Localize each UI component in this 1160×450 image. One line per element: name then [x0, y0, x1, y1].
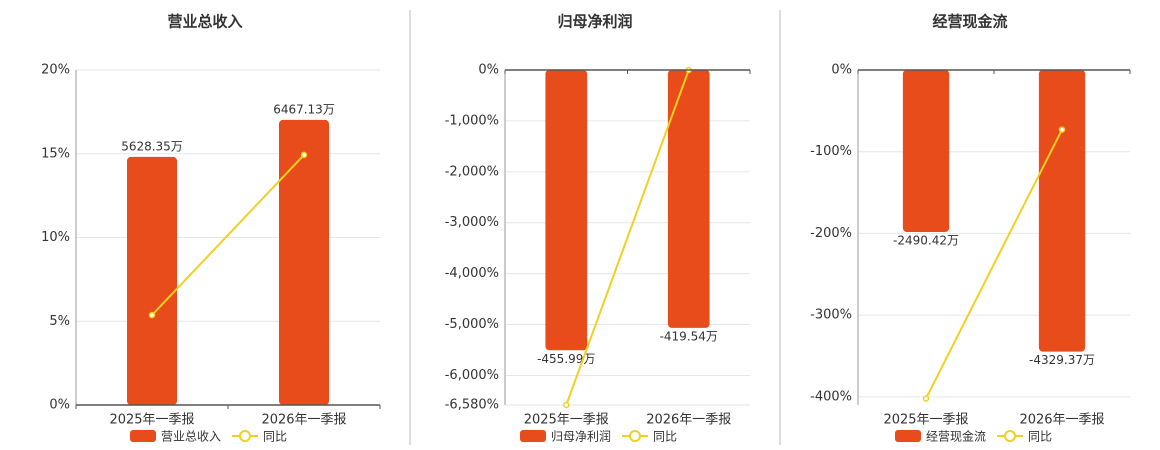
x-tick-label: 2025年一季报 [524, 413, 609, 428]
chart-title: 归母净利润 [557, 13, 632, 31]
y-tick-label: -200% [810, 226, 852, 241]
y-tick-label: 0% [831, 63, 852, 78]
y-tick-label: 20% [41, 63, 70, 78]
legend-marker [629, 430, 641, 442]
y-tick-label: -6,580% [445, 398, 499, 413]
y-tick-label: -300% [810, 308, 852, 323]
bar [127, 156, 177, 405]
x-tick-label: 2025年一季报 [109, 413, 194, 428]
y-tick-label: -6,000% [445, 368, 499, 383]
legend-label: 同比 [1028, 430, 1052, 444]
legend-marker [1004, 430, 1016, 442]
legend-label: 营业总收入 [161, 430, 221, 444]
y-tick-label: 0% [478, 63, 499, 78]
legend-swatch [520, 430, 546, 442]
legend-label: 经营现金流 [926, 429, 986, 444]
y-tick-label: -3,000% [445, 215, 499, 230]
y-tick-label: 10% [41, 230, 70, 245]
x-tick-label: 2026年一季报 [261, 413, 346, 428]
legend-label: 归母净利润 [551, 430, 611, 444]
bar [1038, 70, 1086, 352]
y-tick-label: -400% [810, 389, 852, 404]
x-tick-label: 2025年一季报 [883, 413, 968, 428]
chart-title: 营业总收入 [167, 13, 242, 31]
y-tick-label: 15% [41, 146, 70, 161]
y-tick-label: 0% [49, 398, 70, 413]
legend-swatch [895, 430, 921, 442]
line-point [563, 401, 570, 409]
y-tick-label: -1,000% [445, 113, 499, 128]
y-tick-label: -4,000% [445, 266, 499, 281]
line-point [300, 151, 308, 159]
bar [667, 70, 710, 328]
data-label: -4329.37万 [1029, 353, 1095, 367]
legend-label: 同比 [653, 430, 677, 444]
legend-marker [239, 430, 251, 442]
line [925, 129, 1063, 399]
data-label: -455.99万 [537, 352, 595, 366]
line [565, 69, 690, 406]
bar [902, 70, 950, 232]
x-tick-label: 2026年一季报 [646, 413, 731, 428]
line-point [148, 311, 156, 319]
data-label: -2490.42万 [893, 233, 959, 247]
line-point [1058, 126, 1066, 133]
legend-swatch [130, 430, 156, 442]
chart-title: 经营现金流 [932, 13, 1007, 31]
bar [545, 70, 588, 351]
line-point [922, 395, 930, 402]
line [151, 154, 305, 316]
data-label: -419.54万 [660, 329, 718, 343]
bar [279, 119, 329, 405]
y-tick-label: -5,000% [445, 317, 499, 332]
data-label: 5628.35万 [121, 139, 183, 153]
legend-label: 同比 [263, 430, 287, 444]
y-tick-label: -100% [810, 144, 852, 159]
y-tick-label: 5% [49, 314, 70, 329]
y-tick-label: -2,000% [445, 164, 499, 179]
x-tick-label: 2026年一季报 [1019, 413, 1104, 428]
data-label: 6467.13万 [273, 102, 335, 116]
